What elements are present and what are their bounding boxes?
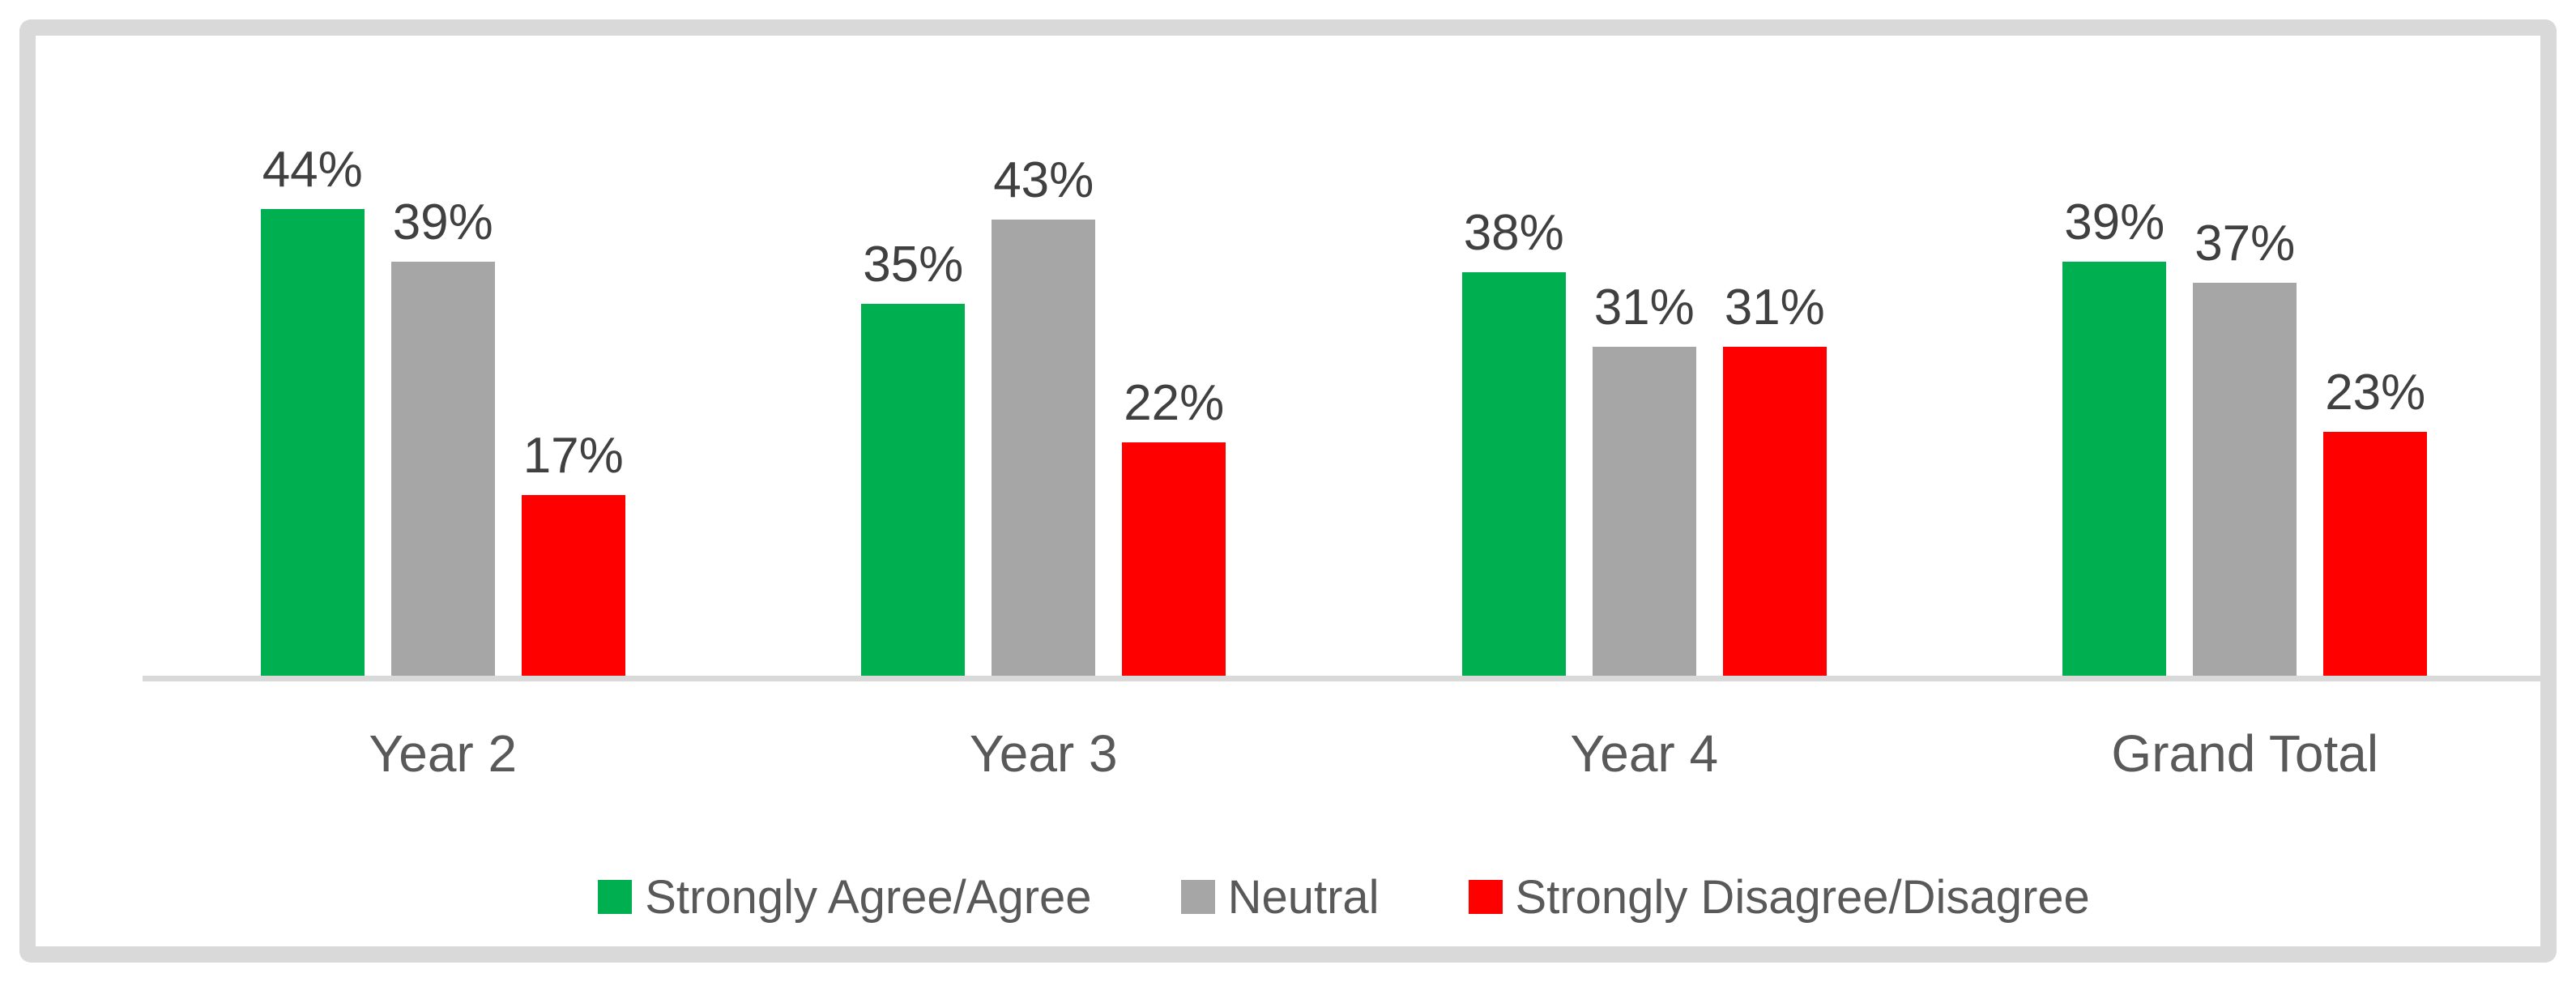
bar-group-year-3: 35% 43% 22% [744, 36, 1345, 676]
legend-item-strongly-agree-agree: Strongly Agree/Agree [598, 870, 1092, 924]
bar-strongly-agree-agree [1461, 272, 1566, 676]
bar-cell: 31% [1592, 36, 1696, 676]
bar-cell: 35% [861, 36, 966, 676]
data-label: 35% [863, 236, 964, 292]
bar-cell: 38% [1461, 36, 1566, 676]
data-label: 17% [522, 427, 624, 484]
data-label: 22% [1124, 374, 1225, 431]
bar-cell: 17% [521, 36, 625, 676]
category-label: Year 3 [969, 724, 1118, 783]
legend-label: Strongly Agree/Agree [645, 870, 1092, 924]
bar-neutral [992, 220, 1096, 676]
data-label: 44% [262, 141, 363, 198]
data-label: 23% [2325, 364, 2426, 421]
bar-strongly-disagree-disagree [1122, 442, 1226, 676]
bar-neutral [390, 262, 495, 676]
bar-strongly-agree-agree [260, 209, 365, 676]
legend-swatch-icon [1468, 880, 1503, 914]
legend-label: Strongly Disagree/Disagree [1515, 870, 2090, 924]
category-label: Year 2 [369, 724, 518, 783]
bar-group-grand-total: 39% 37% 23% [1945, 36, 2546, 676]
bar-group-year-2: 44% 39% 17% [143, 36, 744, 676]
bar-group-year-4: 38% 31% 31% [1344, 36, 1945, 676]
legend-label: Neutral [1227, 870, 1380, 924]
bar-strongly-agree-agree [2062, 262, 2167, 676]
bar-cell: 39% [390, 36, 495, 676]
data-label: 31% [1724, 279, 1825, 335]
legend-swatch-icon [1180, 880, 1215, 914]
bar-cell: 44% [260, 36, 365, 676]
bar-neutral [1592, 347, 1696, 676]
data-label: 38% [1463, 204, 1564, 261]
bar-strongly-disagree-disagree [1722, 347, 1827, 676]
x-axis-labels: Year 2 Year 3 Year 4 Grand Total [143, 681, 2545, 795]
chart-frame: 44% 39% 17% 35% 43% 22% 38% 31% 31% 39% 37% 23% Yea… [19, 19, 2557, 963]
data-label: 39% [2064, 194, 2165, 250]
bar-cell: 31% [1722, 36, 1827, 676]
legend-item-neutral: Neutral [1180, 870, 1380, 924]
bar-strongly-disagree-disagree [2323, 432, 2428, 676]
x-axis-line [143, 676, 2545, 681]
legend-swatch-icon [598, 880, 633, 914]
bar-cell: 37% [2193, 36, 2297, 676]
bar-cell: 43% [992, 36, 1096, 676]
data-label: 31% [1593, 279, 1695, 335]
category-label: Year 4 [1570, 724, 1719, 783]
data-label: 39% [392, 194, 493, 250]
category-label: Grand Total [2111, 724, 2379, 783]
bar-strongly-disagree-disagree [521, 495, 625, 676]
bar-cell: 23% [2323, 36, 2428, 676]
bar-strongly-agree-agree [861, 304, 966, 676]
bar-cell: 39% [2062, 36, 2167, 676]
bar-neutral [2193, 283, 2297, 676]
data-label: 43% [993, 152, 1094, 208]
legend-item-strongly-disagree-disagree: Strongly Disagree/Disagree [1468, 870, 2090, 924]
data-label: 37% [2194, 215, 2296, 271]
bar-cell: 22% [1122, 36, 1226, 676]
legend: Strongly Agree/Agree Neutral Strongly Disa… [143, 852, 2545, 941]
bar-plot-area: 44% 39% 17% 35% 43% 22% 38% 31% 31% 39% 37% 23% [143, 36, 2545, 676]
